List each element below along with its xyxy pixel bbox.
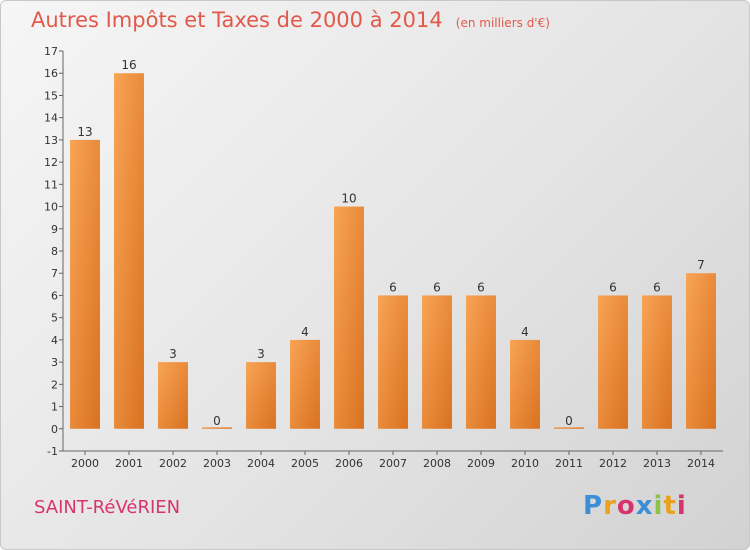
bar [466, 295, 496, 429]
bar [422, 295, 452, 429]
bar-value-label: 10 [341, 192, 356, 206]
chart-title-row: Autres Impôts et Taxes de 2000 à 2014 (e… [31, 8, 550, 32]
y-tick-label: 0 [51, 423, 58, 436]
bar-value-label: 6 [609, 280, 617, 294]
y-tick-label: -1 [47, 445, 58, 458]
bar-value-label: 4 [521, 325, 529, 339]
bar [290, 339, 320, 429]
y-tick-label: 9 [51, 223, 58, 236]
y-tick-label: 3 [51, 356, 58, 369]
bar [246, 362, 276, 429]
y-tick-label: 10 [44, 201, 58, 214]
x-tick-label: 2004 [247, 457, 275, 470]
y-tick-label: 15 [44, 89, 58, 102]
y-tick-label: 2 [51, 378, 58, 391]
x-tick-label: 2002 [159, 457, 187, 470]
y-tick-label: 12 [44, 156, 58, 169]
x-tick-label: 2008 [423, 457, 451, 470]
bar [378, 295, 408, 429]
bar-value-label: 16 [121, 58, 136, 72]
bar-value-label: 3 [169, 347, 177, 361]
x-tick-label: 2006 [335, 457, 363, 470]
bar-value-label: 0 [565, 414, 573, 428]
bar-value-label: 6 [389, 280, 397, 294]
logo-letter: i [676, 491, 687, 521]
logo-letter: r [603, 491, 617, 521]
bar-value-label: 0 [213, 414, 221, 428]
bar [202, 427, 232, 429]
bar [158, 362, 188, 429]
commune-name: SAINT-RéVéRIEN [34, 497, 181, 518]
y-tick-label: 6 [51, 289, 58, 302]
y-tick-label: 11 [44, 178, 58, 191]
y-tick-label: 4 [51, 334, 58, 347]
chart-unit: (en milliers d'€) [455, 16, 550, 30]
logo-letter: i [653, 491, 664, 521]
bar-value-label: 4 [301, 325, 309, 339]
bar [642, 295, 672, 429]
bar-value-label: 13 [77, 125, 92, 139]
y-tick-label: 17 [44, 45, 58, 58]
bar [598, 295, 628, 429]
proxiti-logo: Proxiti [583, 491, 687, 521]
x-tick-label: 2005 [291, 457, 319, 470]
logo-letter: t [663, 491, 677, 521]
x-tick-label: 2014 [687, 457, 715, 470]
y-tick-label: 14 [44, 112, 58, 125]
x-tick-label: 2000 [71, 457, 99, 470]
logo-letter: x [635, 491, 654, 521]
y-tick-label: 16 [44, 67, 58, 80]
bar [554, 427, 584, 429]
bar [510, 339, 540, 429]
bar-value-label: 6 [653, 280, 661, 294]
bar [686, 273, 716, 429]
y-tick-label: 7 [51, 267, 58, 280]
bar-value-label: 6 [433, 280, 441, 294]
y-tick-label: 5 [51, 312, 58, 325]
logo-letter: P [583, 491, 604, 521]
x-tick-label: 2010 [511, 457, 539, 470]
logo-letter: o [616, 491, 636, 521]
bar [334, 206, 364, 429]
x-tick-label: 2001 [115, 457, 143, 470]
bar [70, 139, 100, 429]
x-tick-label: 2009 [467, 457, 495, 470]
bar-value-label: 7 [697, 258, 705, 272]
x-tick-label: 2013 [643, 457, 671, 470]
y-tick-label: 8 [51, 245, 58, 258]
y-tick-label: 13 [44, 134, 58, 147]
y-tick-label: 1 [51, 401, 58, 414]
bar-value-label: 3 [257, 347, 265, 361]
chart-title: Autres Impôts et Taxes de 2000 à 2014 [31, 8, 443, 32]
x-tick-label: 2003 [203, 457, 231, 470]
x-tick-label: 2011 [555, 457, 583, 470]
x-tick-label: 2007 [379, 457, 407, 470]
bar [114, 73, 144, 429]
bar-value-label: 6 [477, 280, 485, 294]
x-tick-label: 2012 [599, 457, 627, 470]
